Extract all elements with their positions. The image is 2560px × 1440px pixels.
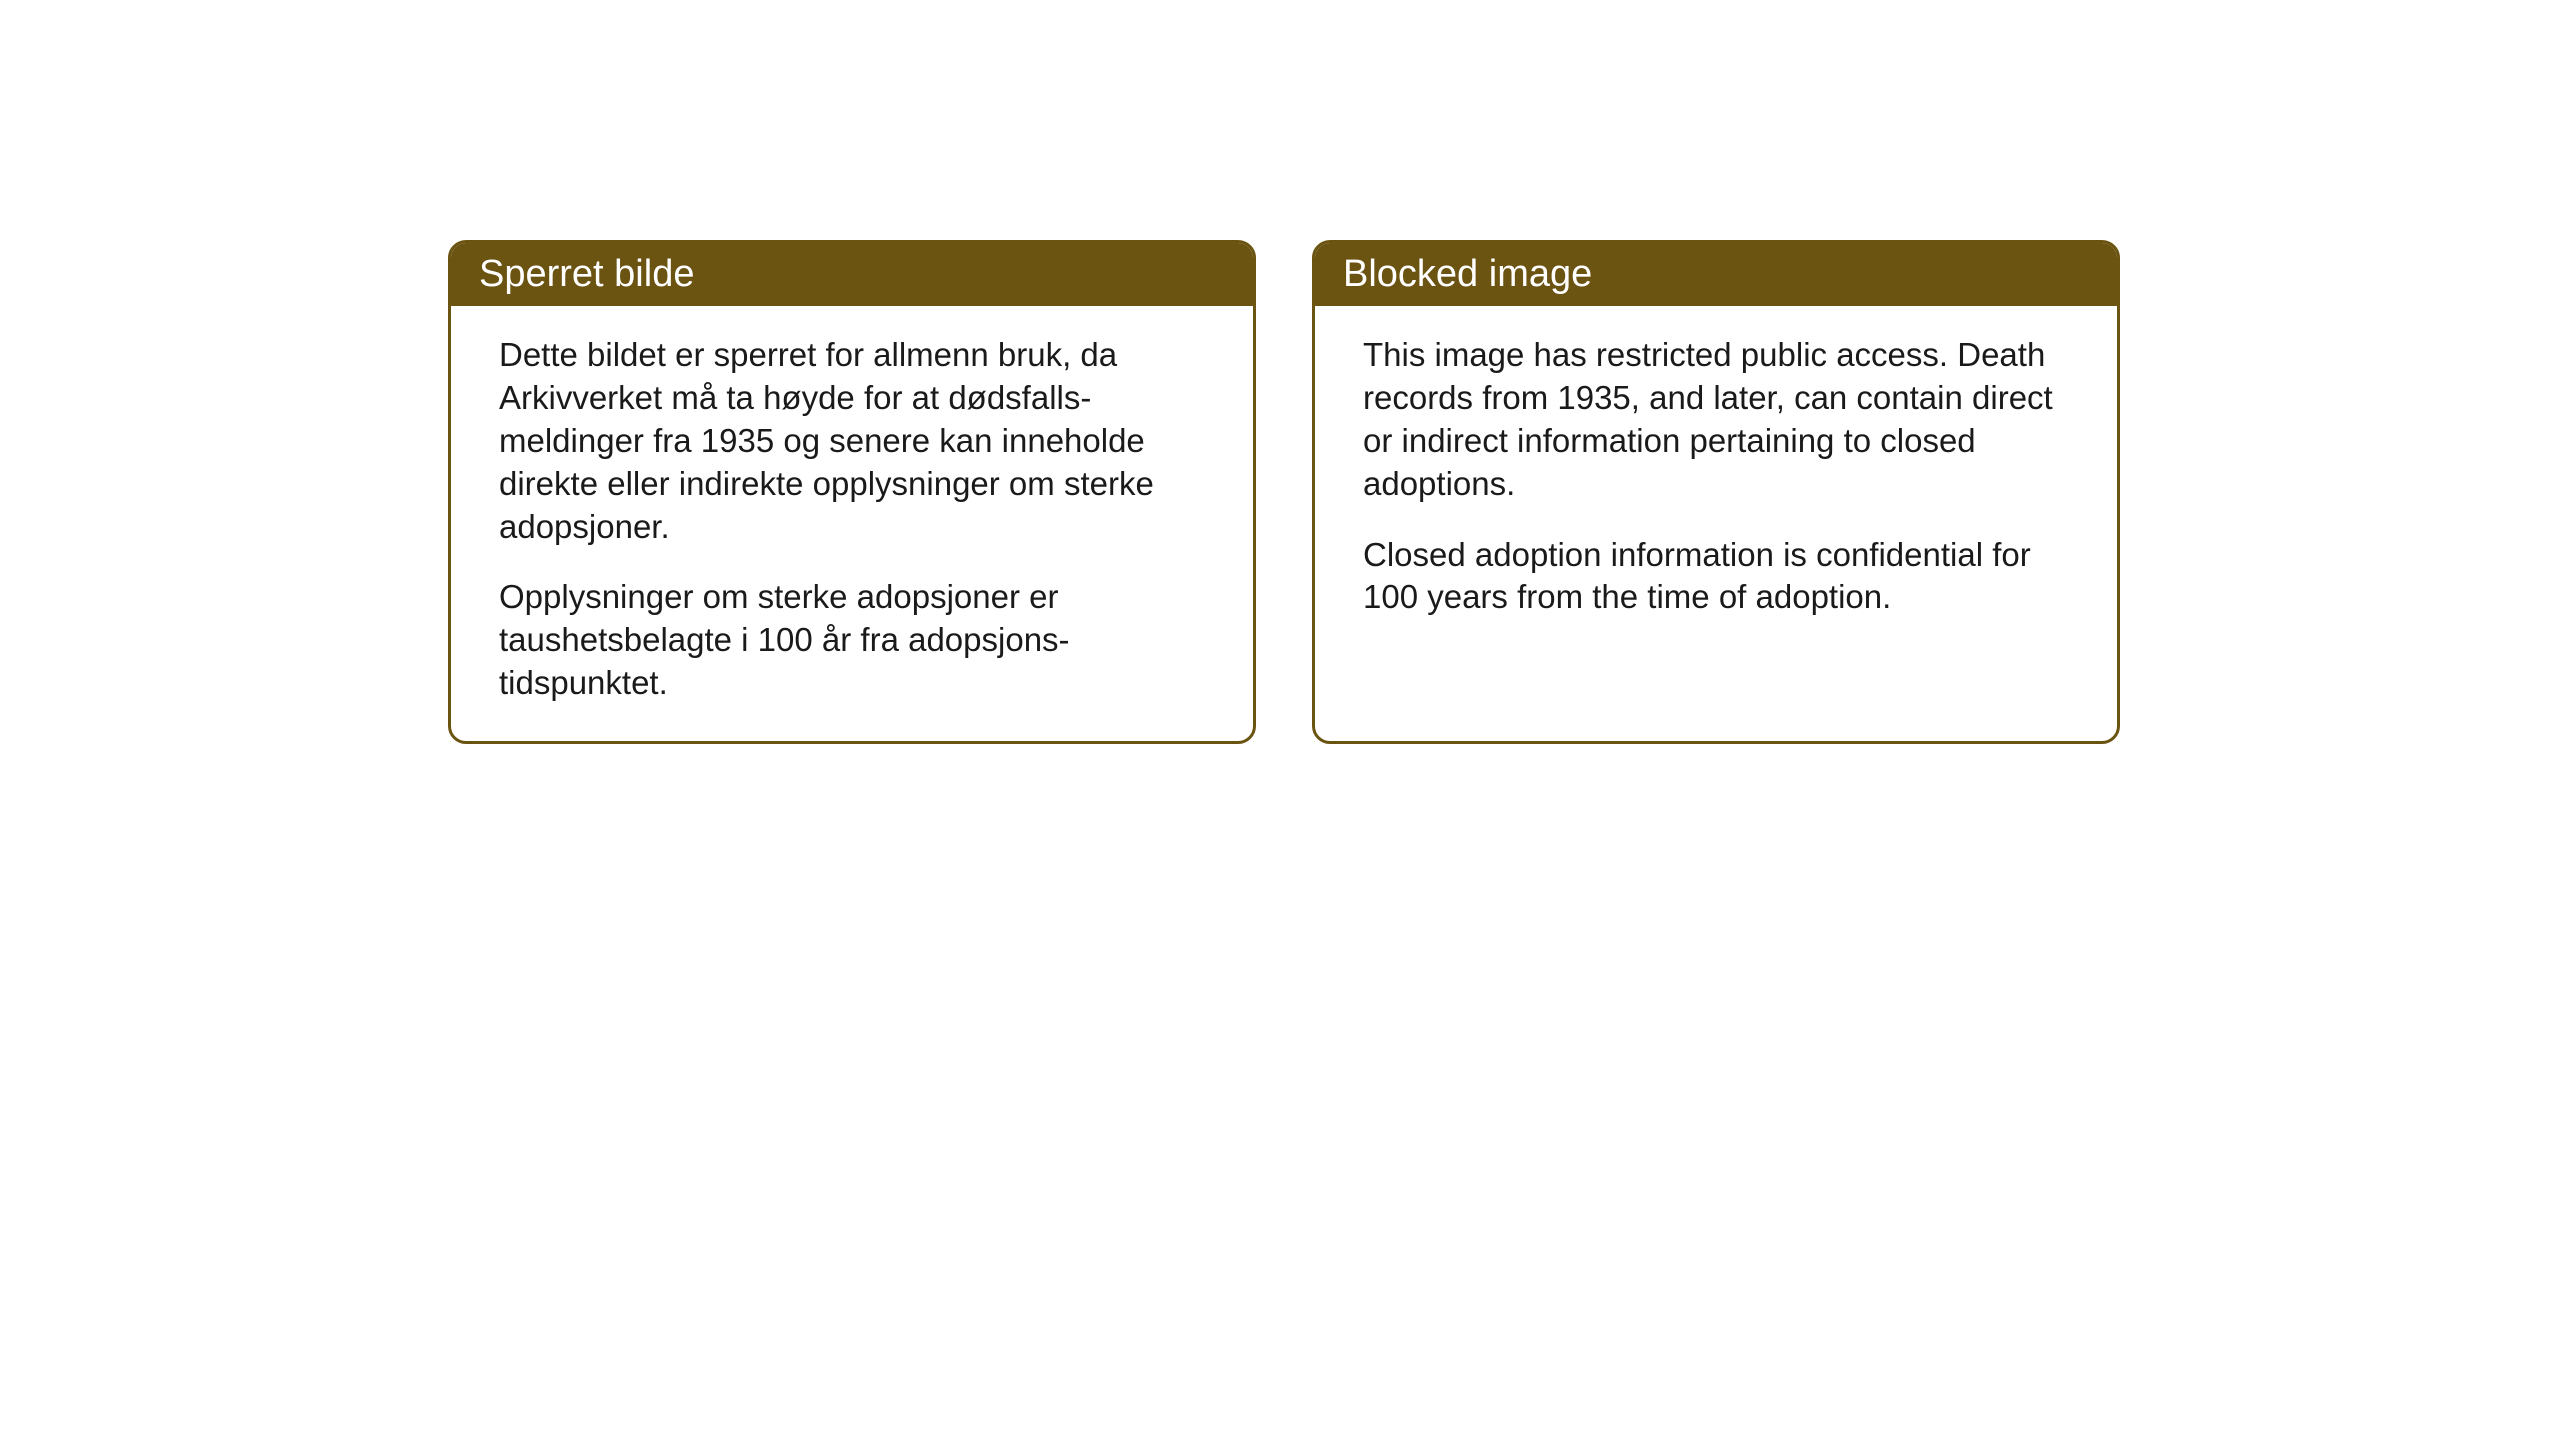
notice-card-english: Blocked image This image has restricted … [1312, 240, 2120, 744]
notice-header-norwegian: Sperret bilde [451, 243, 1253, 306]
notice-card-norwegian: Sperret bilde Dette bildet er sperret fo… [448, 240, 1256, 744]
notice-paragraph: Closed adoption information is confident… [1363, 534, 2069, 620]
notice-title-norwegian: Sperret bilde [479, 253, 694, 295]
notice-paragraph: Opplysninger om sterke adopsjoner er tau… [499, 576, 1205, 705]
notice-paragraph: This image has restricted public access.… [1363, 334, 2069, 506]
notice-header-english: Blocked image [1315, 243, 2117, 306]
notice-body-norwegian: Dette bildet er sperret for allmenn bruk… [451, 306, 1253, 741]
notice-body-english: This image has restricted public access.… [1315, 306, 2117, 655]
notice-paragraph: Dette bildet er sperret for allmenn bruk… [499, 334, 1205, 548]
notice-container: Sperret bilde Dette bildet er sperret fo… [448, 240, 2120, 744]
notice-title-english: Blocked image [1343, 253, 1592, 295]
